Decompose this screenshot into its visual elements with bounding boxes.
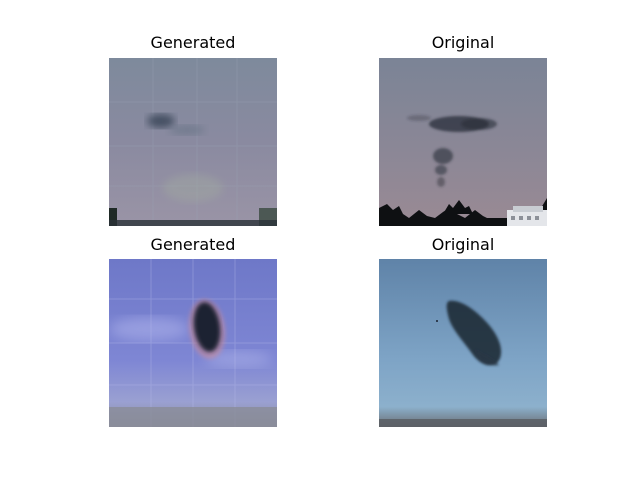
generated-image-2: [109, 259, 277, 427]
panel-title-generated-2: Generated: [150, 235, 236, 254]
generated-image-1: [109, 58, 277, 226]
panel-title-original-2: Original: [431, 235, 495, 254]
original-image-1: [379, 58, 547, 226]
panel-title-original-1: Original: [431, 33, 495, 52]
original-image-2: [379, 259, 547, 427]
panel-title-generated-1: Generated: [150, 33, 236, 52]
